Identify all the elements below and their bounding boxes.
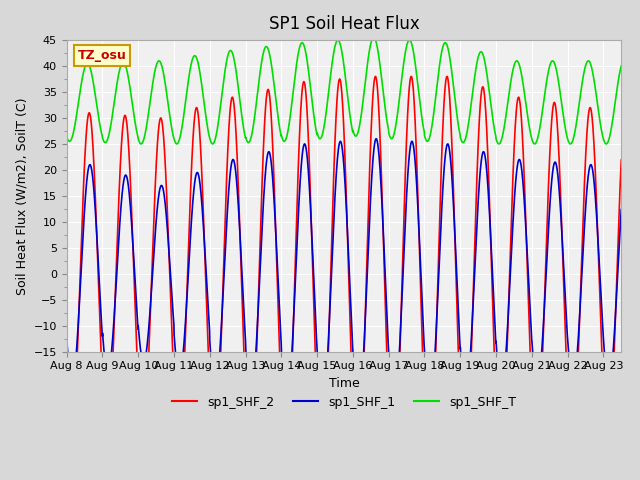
sp1_SHF_2 <box>63 381 70 387</box>
sp1_SHF_1 <box>275 304 283 310</box>
sp1_SHF_2 <box>618 157 625 163</box>
sp1_SHF_1 <box>607 373 614 379</box>
sp1_SHF_T <box>126 84 134 90</box>
sp1_SHF_T <box>63 133 70 139</box>
sp1_SHF_1 <box>372 136 380 142</box>
sp1_SHF_2 <box>547 129 555 134</box>
Text: TZ_osu: TZ_osu <box>77 49 127 62</box>
sp1_SHF_T <box>300 41 307 47</box>
sp1_SHF_2 <box>126 168 134 174</box>
sp1_SHF_T <box>370 35 378 40</box>
Line: sp1_SHF_T: sp1_SHF_T <box>67 37 621 144</box>
sp1_SHF_1 <box>547 187 555 192</box>
sp1_SHF_2 <box>300 80 307 85</box>
sp1_SHF_T <box>618 63 625 69</box>
sp1_SHF_1 <box>300 144 307 150</box>
sp1_SHF_2 <box>425 468 433 474</box>
sp1_SHF_1 <box>126 198 134 204</box>
sp1_SHF_2 <box>372 73 380 79</box>
sp1_SHF_1 <box>618 207 625 213</box>
sp1_SHF_T <box>607 129 614 134</box>
X-axis label: Time: Time <box>328 377 359 390</box>
sp1_SHF_2 <box>159 125 166 131</box>
sp1_SHF_T <box>159 67 166 73</box>
Title: SP1 Soil Heat Flux: SP1 Soil Heat Flux <box>269 15 419 33</box>
Line: sp1_SHF_2: sp1_SHF_2 <box>67 76 621 471</box>
sp1_SHF_2 <box>275 343 283 348</box>
Legend: sp1_SHF_2, sp1_SHF_1, sp1_SHF_T: sp1_SHF_2, sp1_SHF_1, sp1_SHF_T <box>167 391 521 414</box>
sp1_SHF_T <box>547 60 555 65</box>
Y-axis label: Soil Heat Flux (W/m2), SoilT (C): Soil Heat Flux (W/m2), SoilT (C) <box>15 97 28 295</box>
sp1_SHF_T <box>276 124 284 130</box>
sp1_SHF_1 <box>355 406 362 411</box>
sp1_SHF_1 <box>63 335 70 341</box>
sp1_SHF_1 <box>159 185 166 191</box>
Line: sp1_SHF_1: sp1_SHF_1 <box>67 139 621 408</box>
sp1_SHF_T <box>173 141 180 147</box>
sp1_SHF_2 <box>607 419 614 424</box>
